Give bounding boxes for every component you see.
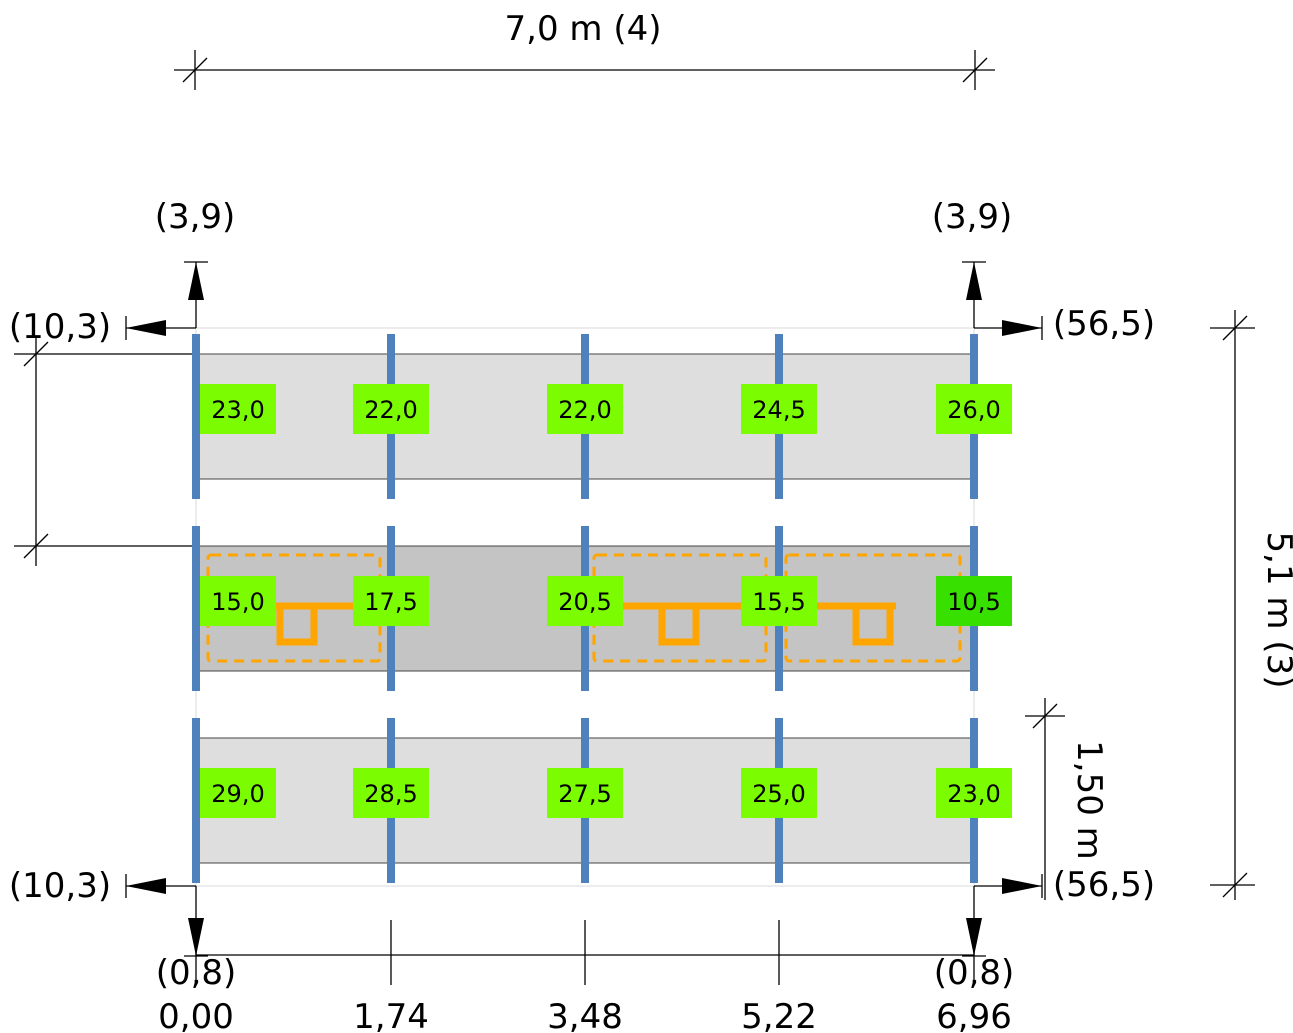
value-labels: 23,0 22,0 22,0 24,5 26,0 15,0 17,5 20,5 15,5 10,5… <box>200 384 1012 818</box>
value-label: 17,5 <box>353 576 429 626</box>
value-label-bg <box>353 768 429 818</box>
value-label-bg <box>936 384 1012 434</box>
axis-tick-label: 1,74 <box>353 997 429 1033</box>
overhang-arrows <box>125 261 1043 957</box>
value-label: 23,0 <box>936 768 1012 818</box>
value-label-bg <box>353 384 429 434</box>
overhang-top-right: (3,9) <box>932 197 1013 237</box>
arrow-up-icon <box>966 262 982 300</box>
post <box>192 526 200 691</box>
connector-bar <box>612 602 752 646</box>
value-label: 22,0 <box>353 384 429 434</box>
value-label-text: 22,0 <box>558 396 611 424</box>
value-label-bg <box>547 768 623 818</box>
value-label: 27,5 <box>547 768 623 818</box>
overhang-labels: (3,9) (3,9) (10,3) (10,3) (56,5) (56,5) … <box>9 197 1155 993</box>
value-label-text: 10,5 <box>947 588 1000 616</box>
value-label-text: 29,0 <box>211 780 264 808</box>
bottom-axis: 0,00 1,74 3,48 5,22 6,96 <box>158 920 1012 1033</box>
value-label-bg <box>200 768 276 818</box>
post <box>192 334 200 499</box>
overhang-top-left: (3,9) <box>155 197 236 237</box>
value-label-text: 23,0 <box>211 396 264 424</box>
value-label: 15,0 <box>200 576 276 626</box>
axis-tick-label: 6,96 <box>936 997 1012 1033</box>
value-label: 22,0 <box>547 384 623 434</box>
value-label: 26,0 <box>936 384 1012 434</box>
connector-bar <box>806 602 896 646</box>
post <box>192 718 200 883</box>
value-label-bg <box>936 768 1012 818</box>
axis-tick-label: 3,48 <box>547 997 623 1033</box>
arrow-up-icon <box>188 262 204 300</box>
top-dimension-label: 7,0 m (4) <box>505 9 662 49</box>
right-dimension: 5,1 m (3) <box>1210 310 1293 900</box>
arrow-left-icon <box>126 878 166 894</box>
connector-bar <box>270 602 360 646</box>
value-label-text: 17,5 <box>364 588 417 616</box>
arrow-right-icon <box>1002 878 1042 894</box>
value-label: 25,0 <box>741 768 817 818</box>
value-label-text: 24,5 <box>752 396 805 424</box>
axis-tick-label: 0,00 <box>158 997 234 1033</box>
overhang-left-bottom: (10,3) <box>9 866 111 906</box>
value-label: 29,0 <box>200 768 276 818</box>
row-dimension: 1,50 m <box>1025 698 1109 900</box>
value-label-bg <box>200 384 276 434</box>
value-label-text: 26,0 <box>947 396 1000 424</box>
value-label-bg <box>741 768 817 818</box>
right-dimension-label: 5,1 m (3) <box>1259 532 1293 689</box>
value-label-text: 27,5 <box>558 780 611 808</box>
arrow-right-icon <box>1002 320 1042 336</box>
left-dimension <box>14 338 198 566</box>
value-label-bg <box>741 576 817 626</box>
value-label-text: 25,0 <box>752 780 805 808</box>
axis-tick-label: 5,22 <box>741 997 817 1033</box>
value-label: 20,5 <box>547 576 623 626</box>
row-dimension-label: 1,50 m <box>1069 740 1109 860</box>
value-label-bg <box>936 576 1012 626</box>
value-label-text: 22,0 <box>364 396 417 424</box>
value-label: 23,0 <box>200 384 276 434</box>
value-label-bg <box>741 384 817 434</box>
overhang-left-top: (10,3) <box>9 307 111 347</box>
value-label-text: 15,5 <box>752 588 805 616</box>
value-label-text: 23,0 <box>947 780 1000 808</box>
arrow-left-icon <box>126 320 166 336</box>
value-label-bg <box>200 576 276 626</box>
value-label-text: 20,5 <box>558 588 611 616</box>
value-label: 10,5 <box>936 576 1012 626</box>
value-label: 28,5 <box>353 768 429 818</box>
value-label: 15,5 <box>741 576 817 626</box>
value-label-bg <box>353 576 429 626</box>
value-label-bg <box>547 384 623 434</box>
value-label-text: 15,0 <box>211 588 264 616</box>
value-label: 24,5 <box>741 384 817 434</box>
overhang-right-top: (56,5) <box>1053 304 1155 344</box>
overhang-right-bottom: (56,5) <box>1053 865 1155 905</box>
top-dimension: 7,0 m (4) <box>174 9 995 90</box>
value-label-bg <box>547 576 623 626</box>
value-label-text: 28,5 <box>364 780 417 808</box>
